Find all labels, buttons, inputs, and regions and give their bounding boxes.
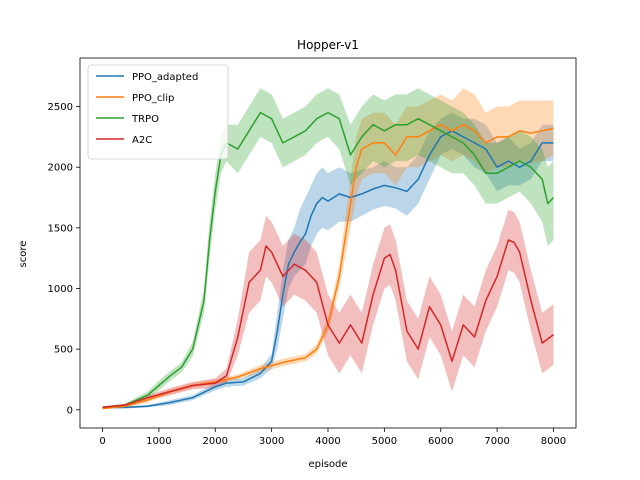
y-tick-label: 500 (54, 345, 73, 356)
band-a2c (102, 209, 554, 409)
x-tick-label: 5000 (372, 436, 397, 447)
y-tick-label: 2500 (48, 102, 73, 113)
x-tick-label: 3000 (259, 436, 284, 447)
x-tick-label: 4000 (315, 436, 340, 447)
x-tick-label: 0 (99, 436, 105, 447)
series-line-trpo (102, 111, 555, 409)
legend-label-trpo: TRPO (131, 114, 159, 125)
plot-area (102, 88, 555, 410)
legend: PPO_adapted PPO_clip TRPO A2C (87, 64, 229, 160)
band-ppo-clip (102, 88, 554, 410)
series-line-ppo-adapted (102, 130, 554, 409)
x-tick-label: 6000 (428, 436, 453, 447)
legend-box (87, 64, 229, 160)
x-tick-label: 8000 (541, 436, 566, 447)
y-tick-label: 0 (67, 405, 73, 416)
x-axis: 0 1000 2000 3000 4000 5000 6000 7000 8000 (99, 428, 566, 447)
chart-title: Hopper-v1 (297, 38, 359, 52)
x-tick-label: 1000 (146, 436, 171, 447)
series-group (102, 88, 555, 410)
series-line-a2c (102, 239, 554, 409)
series-line-ppo-clip (102, 123, 554, 410)
x-tick-label: 7000 (484, 436, 509, 447)
x-tick-label: 2000 (203, 436, 228, 447)
band-ppo-adapted (102, 112, 554, 409)
legend-label-ppo-clip: PPO_clip (132, 93, 174, 104)
y-axis-label: score (18, 241, 29, 268)
legend-label-a2c: A2C (132, 135, 152, 146)
y-axis: 0 500 1000 1500 2000 2500 (48, 102, 80, 416)
y-tick-label: 1000 (48, 284, 73, 295)
axes-frame (79, 57, 577, 429)
x-axis-label: episode (308, 459, 347, 470)
y-tick-label: 1500 (48, 223, 73, 234)
legend-label-ppo-adapted: PPO_adapted (132, 72, 198, 83)
y-tick-label: 2000 (48, 163, 73, 174)
